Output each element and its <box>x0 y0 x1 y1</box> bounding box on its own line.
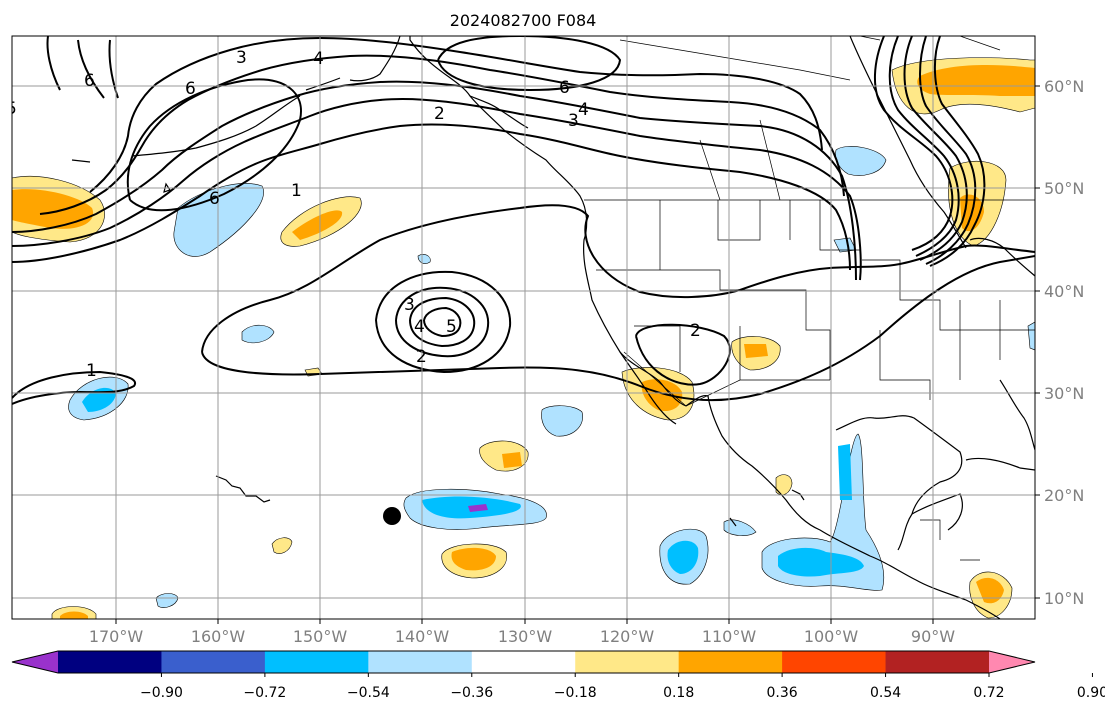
lon-label: 140°W <box>395 627 450 646</box>
lat-label: 40°N <box>1044 282 1084 301</box>
contour-label: 6 <box>185 79 196 99</box>
lat-label: 50°N <box>1044 179 1084 198</box>
colorbar-segment <box>471 651 576 673</box>
colorbar-tick-label: 0.36 <box>767 685 798 701</box>
contour-label: 3 <box>236 48 247 68</box>
contour-label: 1 <box>86 361 97 381</box>
graticule <box>12 36 1035 619</box>
contour-label: 3 <box>568 111 579 131</box>
contour-label: 2 <box>416 347 427 367</box>
axis-ticks <box>115 85 1040 624</box>
lon-label: 110°W <box>702 627 757 646</box>
contour-label: 2 <box>434 104 445 124</box>
map-title: 2024082700 F084 <box>450 11 597 30</box>
lon-label: 160°W <box>191 627 246 646</box>
contour-label: 4 <box>313 49 324 69</box>
colorbar-extend-low <box>12 651 58 673</box>
contour-label: 6 <box>559 78 570 98</box>
colorbar-tick-label: −0.36 <box>450 685 493 701</box>
lon-label: 100°W <box>804 627 859 646</box>
colorbar-segment <box>885 651 990 673</box>
colorbar-tick-label: −0.18 <box>554 685 597 701</box>
colorbar-tick-label: 0.90 <box>1077 685 1105 701</box>
lon-label: 130°W <box>498 627 553 646</box>
colorbar-ticks: −0.90 −0.72 −0.54 −0.36 −0.18 0.18 0.36 0.54 0.7… <box>140 673 1105 701</box>
shaded-fields <box>12 57 1035 619</box>
lon-label: 150°W <box>293 627 348 646</box>
colorbar-extend-high <box>989 651 1035 673</box>
contour-label: 2 <box>690 321 701 341</box>
contour-label: 3 <box>404 295 415 315</box>
colorbar-segment <box>368 651 473 673</box>
lon-label: 120°W <box>600 627 655 646</box>
contour-label: 6 <box>209 189 220 209</box>
lon-label: 90°W <box>911 627 955 646</box>
longitude-labels: 170°W 160°W 150°W 140°W 130°W 120°W 110°… <box>89 627 955 646</box>
borders <box>584 36 1035 561</box>
colorbar-tick-label: 0.72 <box>973 685 1004 701</box>
contour-label-group: 3 4 6 6 2 3 4 6 1 6 3 4 5 2 1 2 5 <box>6 48 701 381</box>
colorbar-segment <box>161 651 266 673</box>
map-frame <box>11 35 1036 620</box>
contour-label: 6 <box>84 71 95 91</box>
contour-label: 1 <box>291 181 302 201</box>
colorbar-tick-label: 0.54 <box>870 685 901 701</box>
lat-label: 60°N <box>1044 77 1084 96</box>
colorbar-tick-label: −0.90 <box>140 685 183 701</box>
colorbar-segment <box>264 651 369 673</box>
latitude-labels: 60°N 50°N 40°N 30°N 20°N 10°N <box>1044 77 1084 608</box>
map-area: 3 4 6 6 2 3 4 6 1 6 3 4 5 2 1 2 5 <box>6 36 1035 619</box>
lat-label: 10°N <box>1044 589 1084 608</box>
lon-label: 170°W <box>89 627 144 646</box>
colorbar-tick-label: 0.18 <box>663 685 694 701</box>
contour-label: 4 <box>578 100 589 120</box>
colorbar-tick-label: −0.54 <box>347 685 390 701</box>
lat-label: 20°N <box>1044 486 1084 505</box>
contour-label: 5 <box>446 317 457 337</box>
storm-location-marker <box>383 507 401 525</box>
colorbar-segment <box>782 651 887 673</box>
contour-label: 4 <box>414 317 425 337</box>
colorbar-segment <box>575 651 680 673</box>
lat-label: 30°N <box>1044 384 1084 403</box>
colorbar-segment <box>678 651 783 673</box>
colorbar-segment <box>58 651 162 673</box>
contour-label: 5 <box>6 99 17 119</box>
colorbar-tick-label: −0.72 <box>243 685 286 701</box>
colorbar-outline <box>11 650 1036 674</box>
colorbar <box>11 650 1036 674</box>
